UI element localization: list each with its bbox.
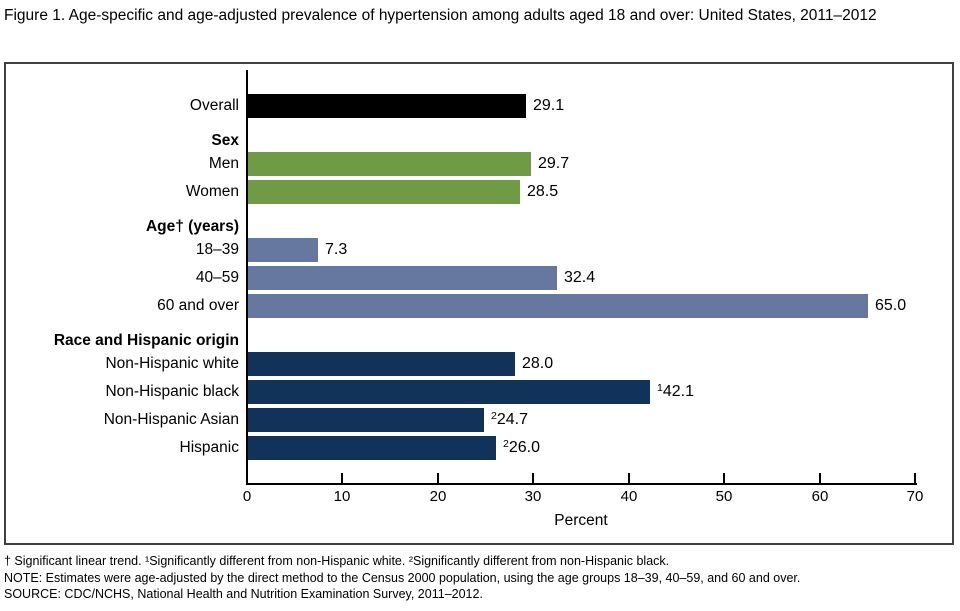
x-tick-label: 70 [906, 488, 924, 505]
x-tick-label: 60 [811, 488, 829, 505]
x-tick-label: 50 [715, 488, 733, 505]
x-tick [914, 473, 916, 483]
x-tick [341, 473, 343, 483]
x-axis-line [246, 483, 917, 485]
bar [248, 294, 868, 318]
footnote-source: SOURCE: CDC/NCHS, National Health and Nu… [4, 587, 483, 601]
footnote-symbols: † Significant linear trend. ¹Significant… [4, 554, 670, 568]
value-label: 32.4 [564, 269, 596, 286]
value-label: 28.5 [527, 183, 559, 200]
x-tick-label: 0 [242, 488, 252, 505]
chart-frame: Percent Overall 29.1 Sex Men 29.7 Women 28.5 Ag… [4, 62, 954, 545]
bar [248, 352, 515, 376]
value-label: 142.1 [657, 382, 694, 400]
value-label: 28.0 [522, 355, 554, 372]
section-header: Sex [211, 132, 239, 149]
value-superscript: 2 [503, 438, 509, 450]
bar [248, 408, 484, 432]
bar [248, 238, 318, 262]
bar [248, 436, 496, 460]
value-label: 29.1 [533, 97, 565, 114]
bar [248, 180, 520, 204]
value-label: 29.7 [538, 155, 570, 172]
category-label: 18–39 [195, 241, 239, 258]
category-label: Overall [189, 97, 239, 114]
y-axis-line [246, 70, 248, 485]
x-tick [628, 473, 630, 483]
x-tick-label: 20 [429, 488, 447, 505]
bar [248, 152, 531, 176]
value-label: 224.7 [491, 410, 528, 428]
x-tick [723, 473, 725, 483]
category-label: Women [185, 183, 239, 200]
x-tick-label: 10 [333, 488, 351, 505]
value-label: 65.0 [875, 297, 907, 314]
x-axis-title: Percent [554, 512, 608, 529]
category-label: Hispanic [179, 439, 239, 456]
plot-area: Percent Overall 29.1 Sex Men 29.7 Women 28.5 Ag… [6, 64, 952, 543]
value-label: 7.3 [325, 241, 348, 258]
category-label: 60 and over [157, 297, 239, 314]
footnote-note: NOTE: Estimates were age-adjusted by the… [4, 570, 801, 585]
bar [248, 266, 557, 290]
bar [248, 94, 526, 118]
category-label: Non-Hispanic Asian [103, 411, 239, 428]
bar [248, 380, 650, 404]
footnotes: † Significant linear trend. ¹Significant… [4, 553, 956, 603]
category-label: 40–59 [195, 269, 239, 286]
x-tick [532, 473, 534, 483]
value-superscript: 2 [491, 410, 497, 422]
figure-title: Figure 1. Age-specific and age-adjusted … [4, 7, 877, 24]
category-label: Non-Hispanic black [105, 383, 239, 400]
category-label: Men [208, 155, 239, 172]
category-label: Non-Hispanic white [105, 355, 239, 372]
value-superscript: 1 [657, 382, 663, 394]
value-label: 226.0 [503, 438, 540, 456]
x-tick [437, 473, 439, 483]
section-header: Age† (years) [145, 218, 239, 235]
x-tick [819, 473, 821, 483]
x-tick-label: 40 [620, 488, 638, 505]
section-header: Race and Hispanic origin [53, 332, 239, 349]
x-tick-label: 30 [524, 488, 542, 505]
